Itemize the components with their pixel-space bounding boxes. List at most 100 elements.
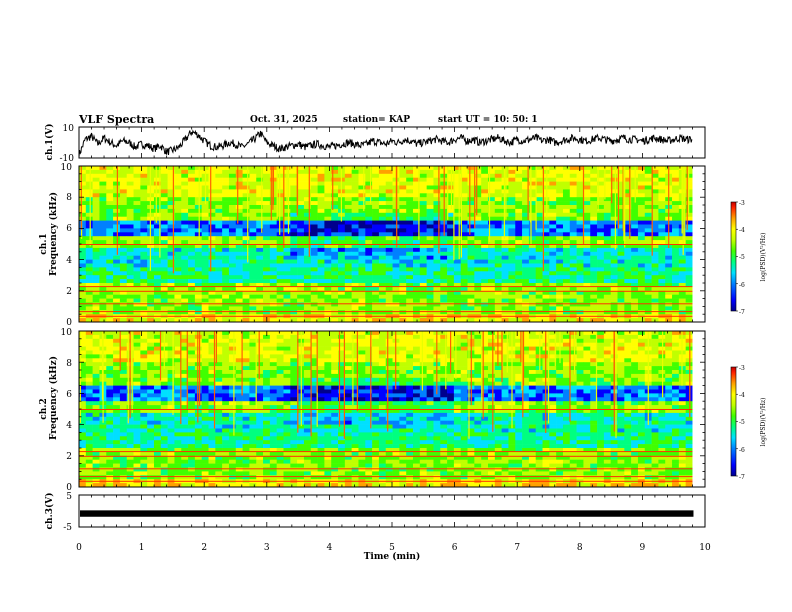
- spectrogram-cell: [453, 220, 462, 225]
- spectrogram-cell: [447, 263, 455, 268]
- spectrogram-cell: [610, 244, 618, 249]
- spectrogram-cell: [501, 279, 509, 284]
- spectrogram-cell: [392, 251, 400, 256]
- spectrogram-cell: [222, 331, 230, 336]
- spectrogram-cell: [672, 267, 680, 272]
- spectrogram-cell: [487, 177, 496, 182]
- spectrogram-cell: [283, 381, 291, 386]
- spectrogram-cell: [133, 331, 141, 336]
- spectrogram-cell: [228, 166, 237, 171]
- spectrogram-cell: [460, 298, 468, 303]
- spectrogram-cell: [467, 236, 475, 241]
- spectrogram-cell: [535, 177, 543, 182]
- spectrogram-cell: [310, 244, 318, 249]
- spectrogram-cell: [85, 193, 93, 198]
- spectrogram-cell: [460, 306, 468, 311]
- spectrogram-cell: [324, 370, 332, 375]
- spectrogram-cell: [249, 318, 257, 323]
- spectrogram-cell: [617, 244, 625, 249]
- spectrogram-cell: [406, 212, 414, 217]
- spectrogram-cell: [331, 220, 339, 225]
- spectrogram-cell: [85, 350, 93, 355]
- spectrogram-cell: [174, 286, 182, 292]
- spectrogram-cell: [651, 342, 659, 347]
- spectrogram-cell: [188, 385, 196, 390]
- spectrogram-cell: [644, 208, 652, 214]
- spectrogram-cell: [617, 197, 625, 202]
- spectrogram-cell: [542, 302, 550, 307]
- spectrogram-cell: [576, 302, 584, 307]
- spectrogram-cell: [603, 310, 611, 315]
- spectrogram-cell: [140, 385, 148, 390]
- spectrogram-cell: [208, 385, 216, 390]
- spectrogram-cell: [426, 212, 434, 217]
- spectrogram-cell: [249, 251, 257, 256]
- spectrogram-cell: [140, 255, 148, 260]
- spectrogram-cell: [474, 216, 482, 221]
- spectrogram-cell: [433, 275, 441, 280]
- spectrogram-cell: [501, 166, 509, 171]
- spectrogram-cell: [453, 310, 462, 315]
- spectrogram-cell: [665, 259, 673, 264]
- spectrogram-cell: [119, 338, 128, 343]
- spectrogram-cell: [385, 318, 393, 323]
- spectrogram-cell: [303, 201, 312, 206]
- spectrogram-cell: [433, 228, 441, 233]
- spectrogram-cell: [515, 290, 523, 295]
- spectrogram-cell: [365, 279, 373, 284]
- spectrogram-cell: [338, 283, 346, 288]
- spectrogram-cell: [85, 255, 93, 260]
- spectrogram-cell: [208, 193, 216, 198]
- spectrogram-cell: [494, 201, 502, 206]
- spectrogram-cell: [556, 263, 564, 268]
- spectrogram-cell: [208, 279, 216, 284]
- spectrogram-cell: [344, 247, 352, 253]
- spectrogram-cell: [413, 290, 421, 295]
- spectrogram-cell: [426, 197, 434, 202]
- sferic-streak: [418, 166, 420, 240]
- spectrogram-cell: [597, 193, 605, 198]
- spectrogram-cell: [106, 366, 114, 371]
- spectrogram-cell: [85, 279, 93, 284]
- spectrogram-cell: [358, 350, 366, 355]
- spectrogram-cell: [413, 251, 421, 256]
- spectrogram-cell: [583, 354, 591, 359]
- spectrogram-cell: [678, 283, 686, 288]
- spectrogram-cell: [317, 177, 325, 182]
- spectrogram-cell: [228, 366, 237, 371]
- spectrogram-cell: [467, 216, 475, 221]
- spectrogram-cell: [269, 362, 277, 367]
- transmitter-line: [79, 286, 693, 288]
- spectrogram-cell: [481, 189, 489, 194]
- spectrogram-cell: [562, 201, 571, 206]
- spectrogram-cell: [672, 302, 680, 307]
- spectrogram-cell: [113, 177, 121, 182]
- spectrogram-cell: [242, 298, 250, 303]
- spectrogram-cell: [637, 358, 646, 363]
- spectrogram-cell: [153, 173, 162, 178]
- spectrogram-cell: [651, 169, 659, 175]
- spectrogram-cell: [79, 373, 87, 379]
- spectrogram-cell: [317, 302, 325, 307]
- spectrogram-cell: [583, 279, 591, 284]
- spectrogram-cell: [235, 177, 243, 182]
- spectrogram-cell: [440, 275, 448, 280]
- spectrogram-cell: [658, 181, 666, 186]
- spectrogram-cell: [406, 236, 414, 241]
- spectrogram-cell: [85, 373, 93, 379]
- spectrogram-cell: [181, 290, 189, 295]
- spectrogram-cell: [590, 166, 598, 171]
- spectrogram-cell: [556, 279, 564, 284]
- spectrogram-cell: [494, 189, 502, 194]
- spectrogram-cell: [522, 354, 530, 359]
- spectrogram-cell: [344, 381, 352, 386]
- spectrogram-cell: [481, 267, 489, 272]
- spectrogram-cell: [85, 208, 93, 214]
- spectrogram-cell: [113, 185, 121, 190]
- spectrogram-cell: [399, 358, 407, 363]
- spectrogram-cell: [344, 279, 352, 284]
- spectrogram-cell: [126, 216, 134, 221]
- spectrogram-cell: [113, 350, 121, 355]
- spectrogram-cell: [85, 263, 93, 268]
- spectrogram-cell: [481, 173, 489, 178]
